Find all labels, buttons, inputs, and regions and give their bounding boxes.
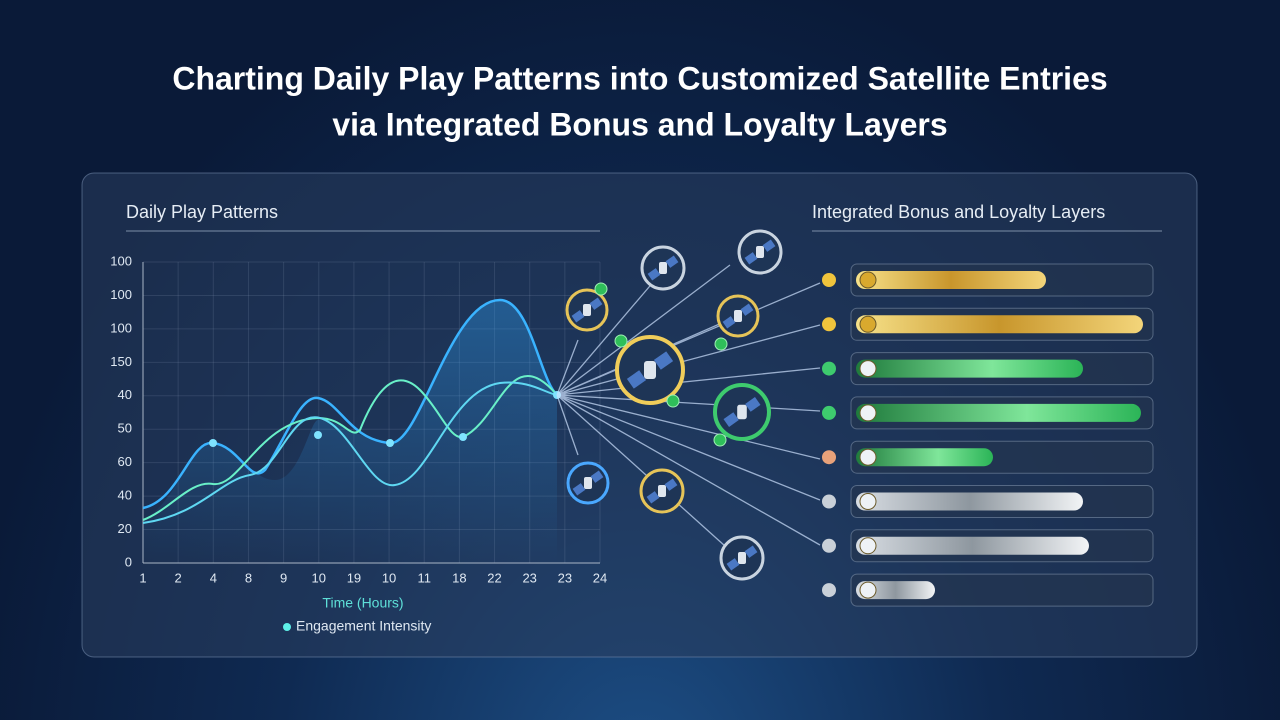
- left-heading: Daily Play Patterns: [126, 202, 278, 222]
- legend: Engagement Intensity: [296, 618, 431, 634]
- row-badge: [859, 404, 877, 422]
- row-icon: [822, 317, 836, 332]
- row-fill: [856, 448, 993, 467]
- title: Charting Daily Play Patterns into Custom…: [172, 60, 1107, 96]
- row-fill: [856, 492, 1083, 511]
- x-axis-label: Time (Hours): [322, 595, 403, 611]
- x-label: 22: [487, 570, 501, 585]
- y-label: 100: [110, 320, 132, 335]
- y-label: 50: [118, 421, 132, 436]
- row-icon: [822, 273, 836, 287]
- row-icon: [822, 361, 836, 376]
- y-label: 100: [110, 287, 132, 302]
- x-label: 11: [417, 570, 431, 585]
- y-label: 150: [110, 354, 132, 369]
- row-icon: [822, 494, 836, 509]
- row-fill: [856, 359, 1083, 378]
- title: via Integrated Bonus and Loyalty Layers: [332, 106, 947, 142]
- row-badge: [859, 493, 877, 510]
- row-icon: [822, 538, 836, 553]
- row-icon: [822, 405, 836, 420]
- row-icon: [822, 583, 836, 598]
- x-label: 4: [210, 570, 217, 585]
- x-label: 9: [280, 570, 287, 585]
- x-label: 18: [452, 570, 466, 585]
- row-fill: [856, 403, 1141, 422]
- row-fill: [856, 315, 1143, 334]
- x-label: 23: [558, 570, 572, 585]
- layers: [822, 263, 1154, 607]
- row-badge: [859, 537, 877, 555]
- right-heading: Integrated Bonus and Loyalty Layers: [812, 202, 1105, 222]
- row-badge: [859, 271, 877, 289]
- row-fill: [856, 271, 1046, 289]
- row-badge: [859, 360, 877, 378]
- x-label: 24: [593, 570, 607, 585]
- y-label: 20: [118, 521, 132, 536]
- row-badge: [859, 448, 877, 466]
- curve: [142, 375, 558, 521]
- x-label: 2: [175, 570, 182, 585]
- x-label: 8: [245, 570, 252, 585]
- y-label: 40: [118, 387, 132, 402]
- y-label: 100: [110, 253, 132, 268]
- row-fill: [856, 536, 1089, 555]
- y-label: 60: [118, 454, 132, 469]
- row-icon: [822, 450, 836, 465]
- x-label: 10: [312, 570, 326, 585]
- row-badge: [859, 315, 877, 333]
- satellites: [565, 229, 783, 581]
- x-label: 1: [139, 570, 146, 585]
- legend-dot: [283, 623, 291, 631]
- row-badge: [859, 581, 877, 599]
- curve: [142, 381, 558, 524]
- y-label: 0: [125, 554, 132, 569]
- row-fill: [856, 581, 935, 600]
- x-label: 23: [522, 570, 536, 585]
- x-label: 19: [347, 570, 361, 585]
- x-label: 10: [382, 570, 396, 585]
- y-label: 40: [118, 488, 132, 503]
